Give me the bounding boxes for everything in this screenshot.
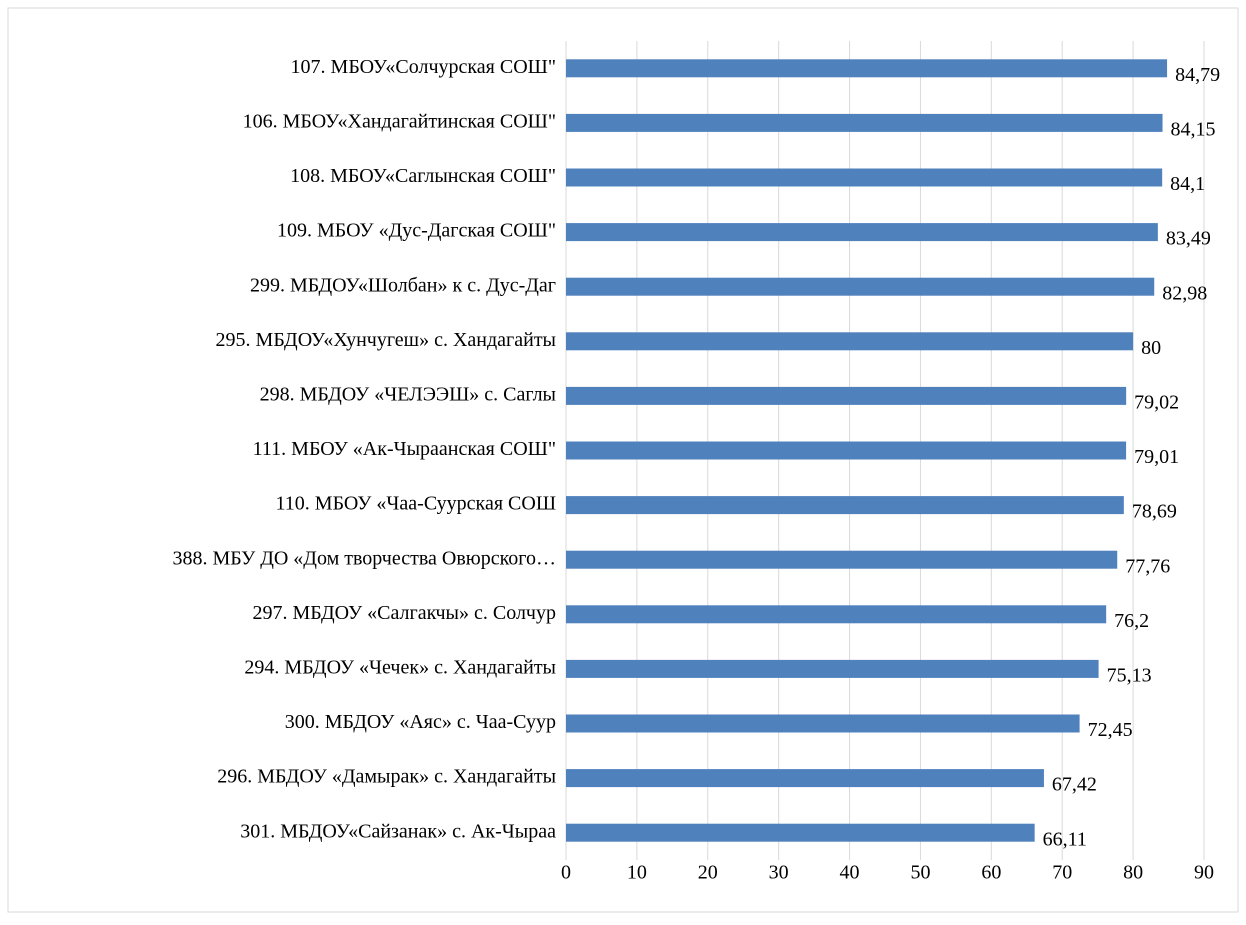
bar	[566, 496, 1124, 515]
x-tick-label: 10	[627, 862, 647, 884]
x-tick-label: 20	[698, 862, 718, 884]
x-tick-label: 60	[981, 862, 1001, 884]
value-label: 79,01	[1134, 446, 1179, 468]
bar	[566, 605, 1107, 624]
y-tick-label: 294. МБДОУ «Чечек» с. Хандагайты	[244, 656, 556, 678]
bar	[566, 769, 1044, 788]
bar	[566, 386, 1127, 405]
x-tick-label: 50	[910, 862, 930, 884]
x-tick-label: 70	[1052, 862, 1072, 884]
y-tick-label: 388. МБУ ДО «Дом творчества Овюрского…	[173, 547, 557, 569]
bar	[566, 113, 1163, 132]
y-tick-label: 300. МБДОУ «Аяс» с. Чаа-Суур	[285, 711, 556, 733]
value-label: 83,49	[1166, 228, 1211, 250]
y-tick-label: 110. МБОУ «Чаа-Суурская СОШ	[276, 493, 556, 515]
value-label: 76,2	[1114, 610, 1149, 632]
value-label: 82,98	[1162, 282, 1207, 304]
y-tick-label: 295. МБДОУ«Хунчугеш» с. Хандагайты	[216, 329, 556, 351]
chart-border	[7, 7, 1239, 913]
bar	[566, 550, 1118, 569]
x-tick-label: 0	[561, 862, 571, 884]
value-label: 84,79	[1175, 64, 1220, 86]
bar	[566, 714, 1080, 733]
bar	[566, 441, 1127, 460]
value-label: 78,69	[1132, 501, 1177, 523]
bar	[566, 223, 1158, 242]
value-label: 66,11	[1043, 828, 1087, 850]
y-tick-label: 107. МБОУ«Солчурская СОШ"	[291, 56, 556, 78]
x-tick-label: 80	[1123, 862, 1143, 884]
bar	[566, 332, 1134, 351]
bar	[566, 59, 1168, 78]
y-tick-label: 106. МБОУ«Хандагайтинская СОШ"	[243, 110, 556, 132]
y-tick-label: 298. МБДОУ «ЧЕЛЭЭШ» с. Саглы	[260, 383, 556, 405]
y-tick-label: 297. МБДОУ «Салгакчы» с. Солчур	[252, 602, 556, 624]
y-tick-label: 109. МБОУ «Дус-Дагская СОШ"	[277, 220, 556, 242]
bar	[566, 168, 1163, 187]
x-tick-label: 40	[840, 862, 860, 884]
value-label: 72,45	[1088, 719, 1133, 741]
value-label: 77,76	[1125, 555, 1170, 577]
x-tick-label: 90	[1194, 862, 1214, 884]
value-label: 79,02	[1134, 391, 1179, 413]
bar	[566, 823, 1035, 842]
value-label: 80	[1141, 337, 1161, 359]
y-tick-label: 108. МБОУ«Саглынская СОШ"	[290, 165, 556, 187]
y-tick-label: 301. МБДОУ«Сайзанак» с. Ак-Чыраа	[240, 820, 556, 842]
y-tick-label: 111. МБОУ «Ак-Чыраанская СОШ"	[253, 438, 556, 460]
value-label: 67,42	[1052, 774, 1097, 796]
value-label: 84,1	[1170, 173, 1205, 195]
bar	[566, 277, 1155, 296]
bar	[566, 659, 1099, 678]
y-tick-label: 296. МБДОУ «Дамырак» с. Хандагайты	[217, 766, 556, 788]
value-label: 75,13	[1107, 664, 1152, 686]
y-tick-label: 299. МБДОУ«Шолбан» к с. Дус-Даг	[250, 274, 556, 296]
x-tick-label: 30	[769, 862, 789, 884]
value-label: 84,15	[1171, 118, 1216, 140]
